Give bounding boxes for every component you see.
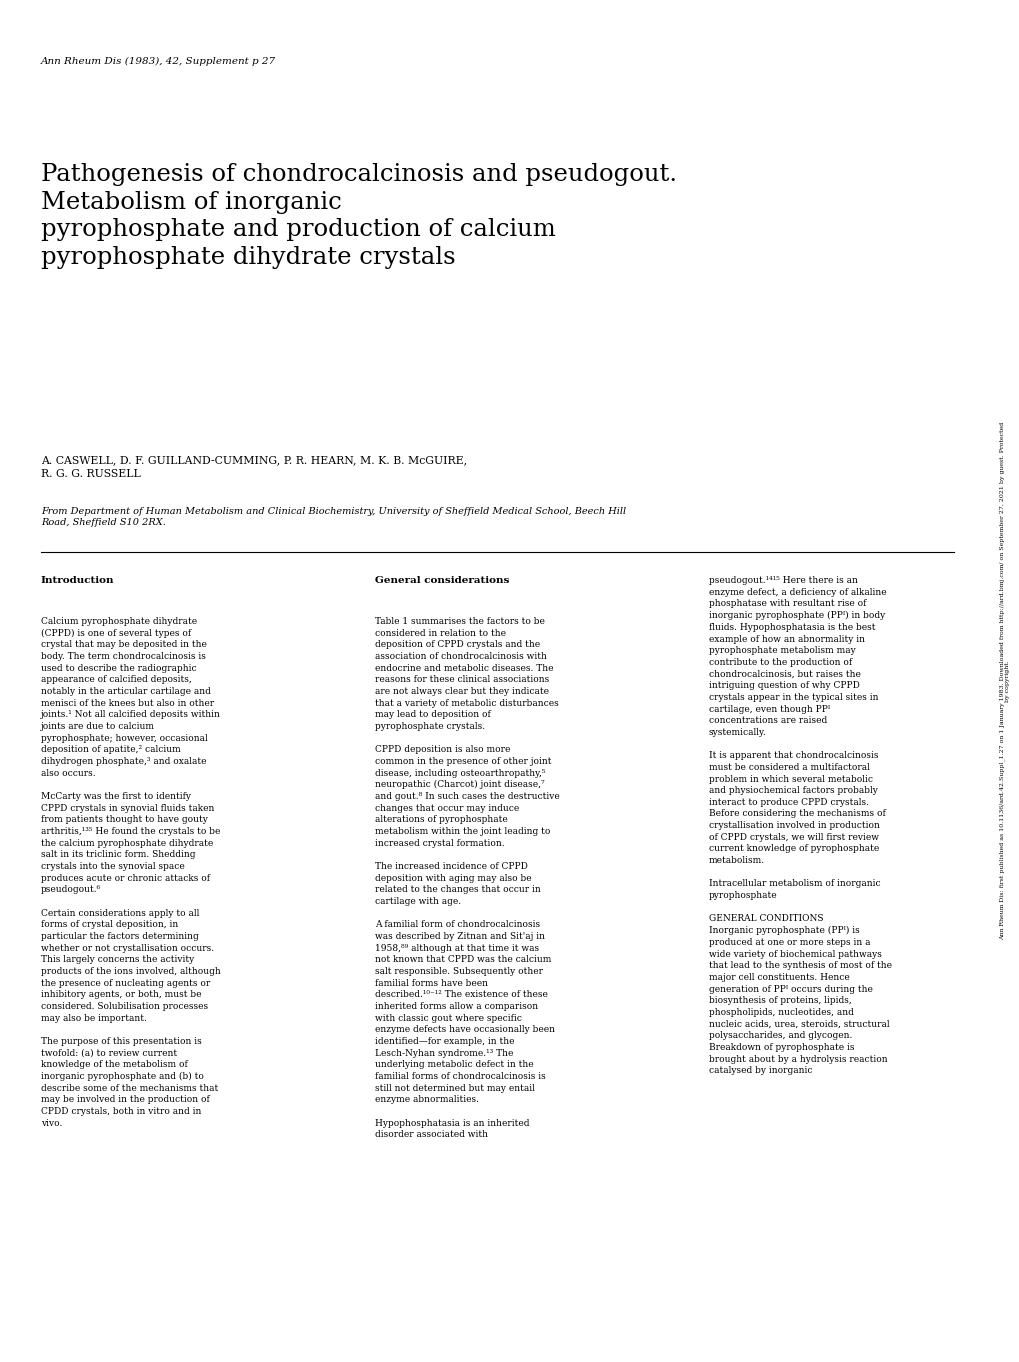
Text: Calcium pyrophosphate dihydrate
(CPPD) is one of several types of
crystal that m: Calcium pyrophosphate dihydrate (CPPD) i… <box>41 617 220 1128</box>
Text: Ann Rheum Dis (1983), 42, Supplement p 27: Ann Rheum Dis (1983), 42, Supplement p 2… <box>41 57 276 67</box>
Text: Pathogenesis of chondrocalcinosis and pseudogout.
Metabolism of inorganic
pyroph: Pathogenesis of chondrocalcinosis and ps… <box>41 163 677 268</box>
Text: From Department of Human Metabolism and Clinical Biochemistry, University of She: From Department of Human Metabolism and … <box>41 507 626 527</box>
Text: Introduction: Introduction <box>41 576 114 586</box>
Text: Ann Rheum Dis: first published as 10.1136/ard.42.Suppl_1.27 on 1 January 1983. D: Ann Rheum Dis: first published as 10.113… <box>998 422 1010 940</box>
Text: pseudogout.¹⁴¹⁵ Here there is an
enzyme defect, a deficiency of alkaline
phospha: pseudogout.¹⁴¹⁵ Here there is an enzyme … <box>708 576 891 1075</box>
Text: General considerations: General considerations <box>375 576 510 586</box>
Text: A. CASWELL, D. F. GUILLAND-CUMMING, P. R. HEARN, M. K. B. McGUIRE,
R. G. G. RUSS: A. CASWELL, D. F. GUILLAND-CUMMING, P. R… <box>41 455 467 479</box>
Text: Table 1 summarises the factors to be
considered in relation to the
deposition of: Table 1 summarises the factors to be con… <box>375 617 559 1139</box>
